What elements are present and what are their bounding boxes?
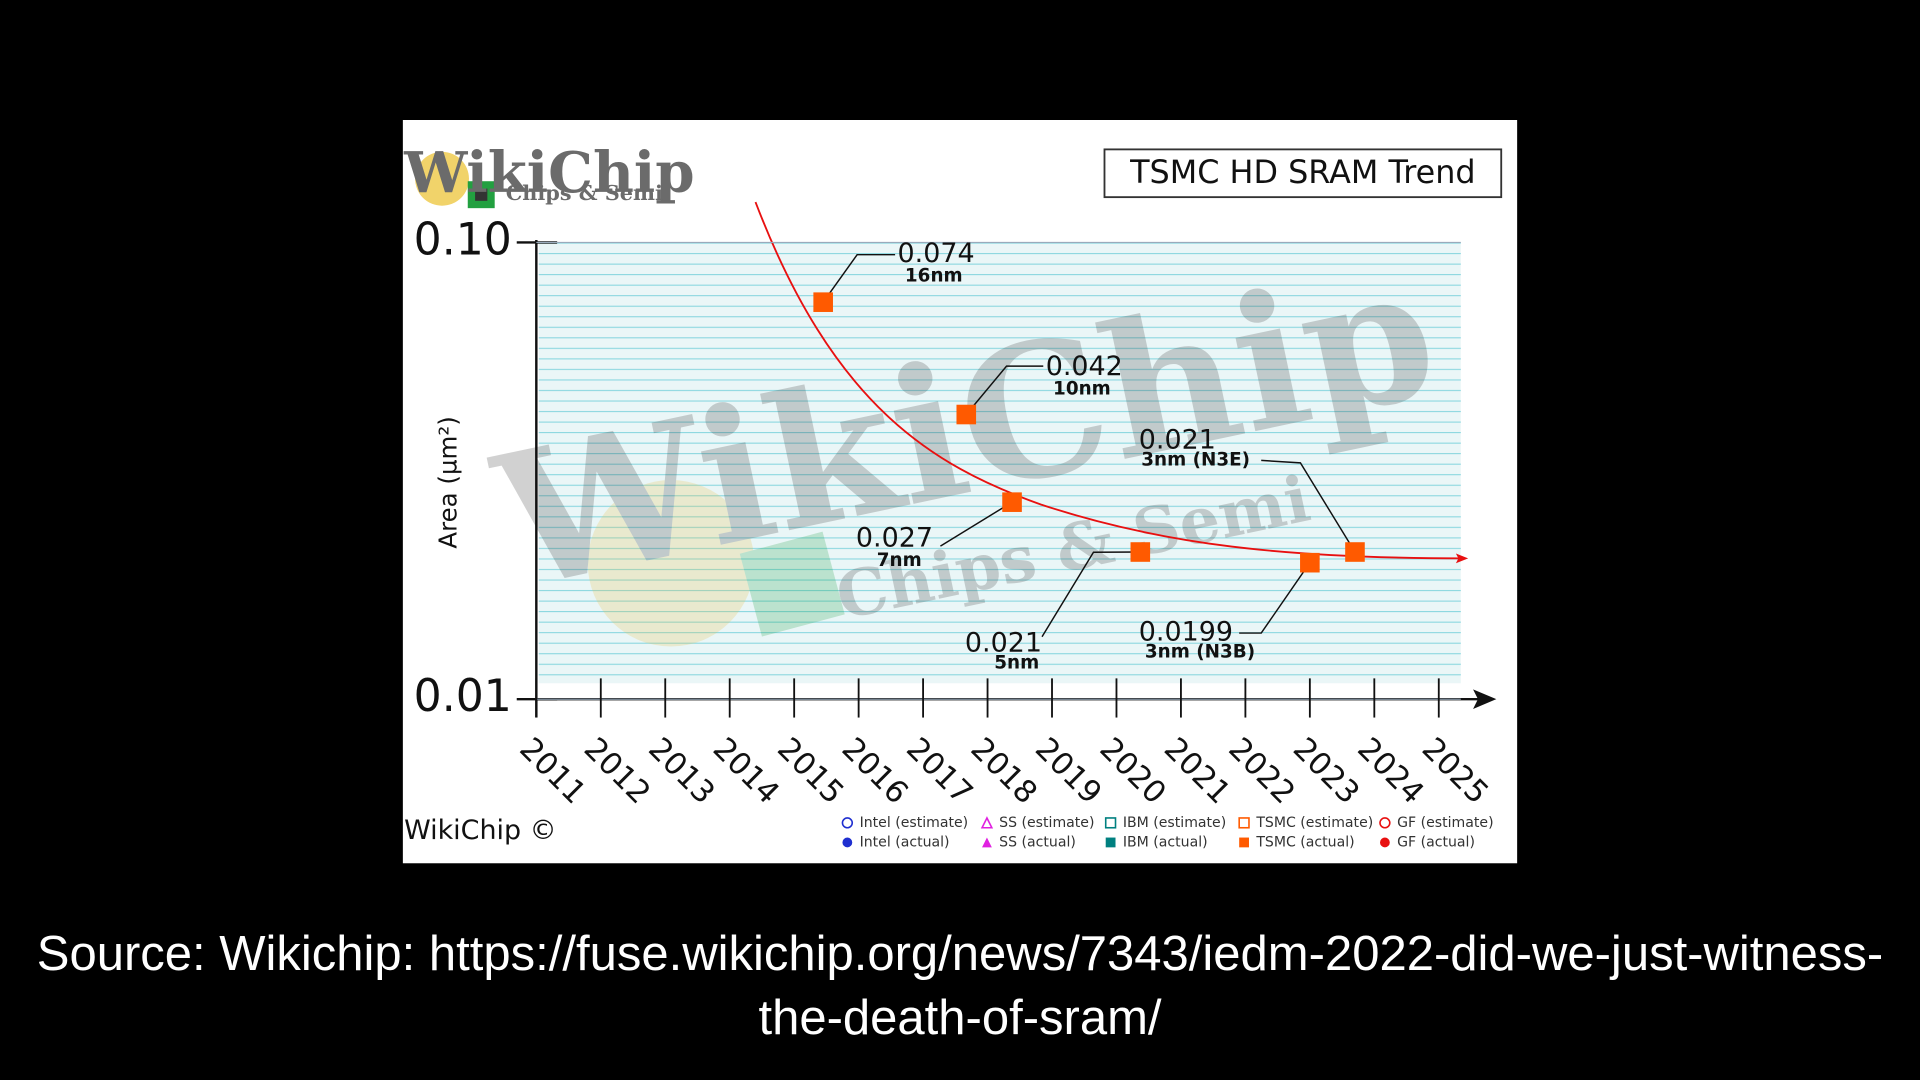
logo-chip-core: [475, 188, 488, 201]
legend-label: Intel (actual): [860, 834, 950, 850]
value-label: 0.074: [898, 238, 975, 269]
y-tick-label: 0.01: [414, 671, 512, 722]
legend-label: SS (actual): [999, 834, 1076, 850]
minor-grid: [538, 242, 1461, 684]
legend-item: GF (estimate): [1379, 815, 1494, 831]
credit: WikiChip ©: [404, 815, 557, 846]
chart-title: TSMC HD SRAM Trend: [1129, 153, 1476, 191]
legend-item: TSMC (actual): [1239, 834, 1355, 850]
node-label: 3nm (N3E): [1141, 449, 1250, 470]
legend-item: SS (estimate): [980, 815, 1094, 831]
watermark-chip: [739, 531, 845, 637]
marker: [1380, 837, 1390, 848]
value-label: 0.021: [965, 628, 1042, 659]
value-label: 0.027: [856, 522, 933, 553]
value-label: 0.0199: [1139, 617, 1233, 648]
node-label: 16nm: [905, 266, 963, 287]
data-point: [1300, 552, 1320, 573]
leader-line: [965, 365, 1044, 415]
marker: [841, 817, 854, 829]
data-point: [1345, 542, 1365, 562]
legend-label: TSMC (estimate): [1255, 815, 1373, 831]
node-label: 3nm (N3B): [1145, 642, 1255, 663]
legend-label: IBM (actual): [1123, 834, 1208, 850]
watermark-wafer: [587, 480, 755, 647]
leader-line: [1041, 551, 1141, 638]
data-point: [956, 404, 977, 425]
leader-line: [822, 253, 896, 303]
legend-item: TSMC (estimate): [1238, 815, 1373, 831]
legend-item: IBM (estimate): [1104, 815, 1226, 831]
leader-line: [1261, 459, 1356, 553]
title-box: [1103, 148, 1503, 199]
marker: [1105, 837, 1116, 848]
legend-label: Intel (estimate): [860, 815, 969, 831]
legend-label: SS (estimate): [999, 815, 1094, 831]
value-label: 0.021: [1139, 424, 1216, 455]
data-point: [1002, 492, 1022, 512]
legend-item: IBM (actual): [1105, 834, 1208, 850]
node-label: 7nm: [877, 550, 922, 571]
marker: [1379, 817, 1391, 829]
legend-label: TSMC (actual): [1255, 834, 1354, 850]
marker: [1238, 817, 1250, 829]
legend-item: SS (actual): [982, 834, 1076, 850]
marker: [1104, 817, 1117, 829]
x-axis-arrow: [1473, 689, 1497, 709]
trend-arrow: [1455, 553, 1469, 564]
leader-line: [940, 501, 1013, 547]
marker: [842, 837, 853, 848]
data-point: [1130, 542, 1151, 562]
caption: Source: Wikichip: https://fuse.wikichip.…: [36, 927, 1884, 1045]
y-tick-label: 0.10: [414, 214, 512, 265]
y-axis-label: Area (µm²): [433, 416, 462, 548]
leader-line: [1239, 562, 1311, 634]
legend-item: Intel (actual): [842, 834, 950, 850]
legend-label: IBM (estimate): [1123, 815, 1226, 831]
legend-item: GF (actual): [1380, 834, 1475, 850]
data-point: [813, 292, 833, 312]
legend-label: GF (actual): [1397, 834, 1475, 850]
logo: WikiChip: [403, 140, 695, 206]
node-label: 5nm: [994, 653, 1039, 674]
legend-label: GF (estimate): [1397, 815, 1493, 831]
legend-item: Intel (estimate): [841, 815, 969, 831]
value-label: 0.042: [1046, 351, 1123, 382]
marker: [980, 816, 994, 829]
logo-subtitle: Chips & Semi: [506, 180, 663, 205]
logo-wafer: [415, 151, 469, 206]
marker: [982, 837, 992, 848]
marker: [1239, 837, 1249, 848]
node-label: 10nm: [1053, 378, 1111, 399]
